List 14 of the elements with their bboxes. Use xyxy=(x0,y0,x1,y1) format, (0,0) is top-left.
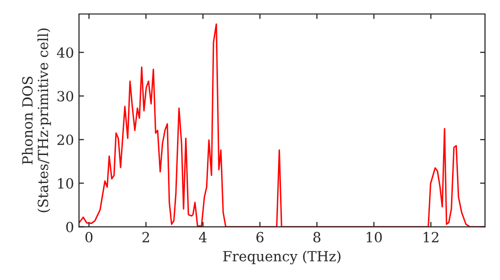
y-tick-label: 20 xyxy=(57,134,74,146)
x-tick-label: 12 xyxy=(424,232,438,242)
x-tick-label: 2 xyxy=(142,232,150,242)
x-tick-label: 0 xyxy=(85,232,92,242)
x-tick-label: 10 xyxy=(366,232,382,242)
x-tick-label: 8 xyxy=(313,232,320,242)
y-tick-label: 30 xyxy=(58,90,74,102)
y-axis-title: Phonon DOS (States/THz·primitive cell) xyxy=(22,28,51,212)
y-tick-label: 0 xyxy=(66,222,74,232)
x-tick-label: 6 xyxy=(256,232,264,242)
x-axis-title: Frequency (THz) xyxy=(223,250,340,264)
y-tick-label: 10 xyxy=(58,178,74,189)
x-tick-label: 4 xyxy=(198,232,207,242)
y-tick-label: 40 xyxy=(56,47,74,58)
